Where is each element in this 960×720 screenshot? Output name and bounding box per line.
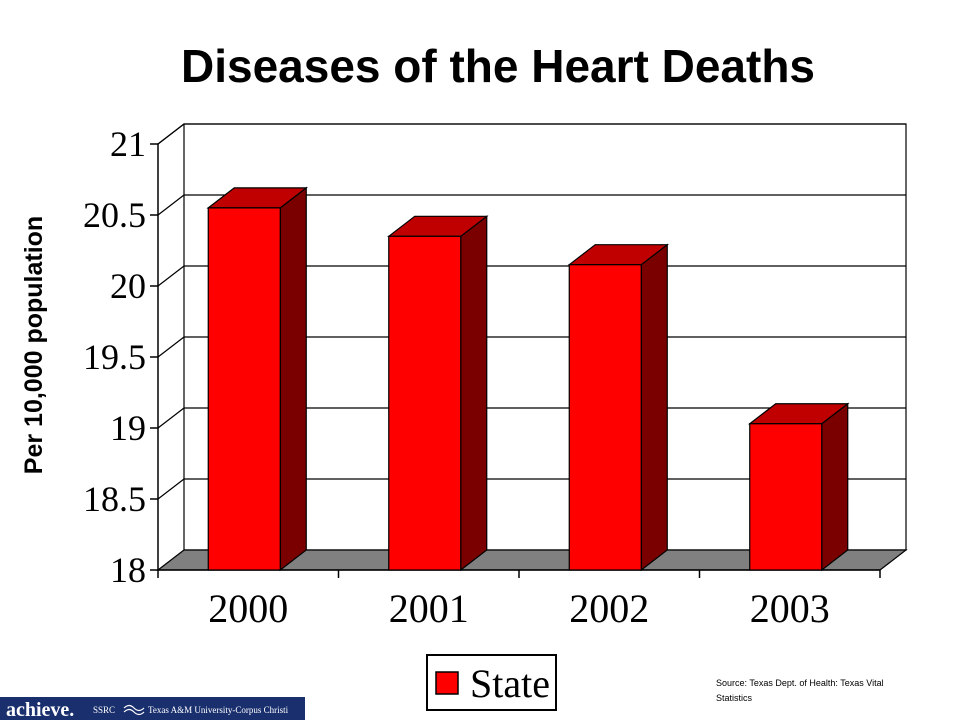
x-tick-label-2001: 2001 <box>389 586 469 631</box>
bar-front <box>749 423 823 571</box>
logo-ssrc: SSRC <box>93 705 115 715</box>
bar-front <box>207 207 281 571</box>
y-axis-label: Per 10,000 population <box>20 216 48 474</box>
x-tick-label-2003: 2003 <box>750 586 830 631</box>
logo-wave-icon <box>123 704 145 716</box>
y-tick-label: 19.5 <box>83 337 146 377</box>
bar-side <box>821 402 849 572</box>
gridline <box>157 123 906 145</box>
y-tick-label: 20 <box>110 266 146 306</box>
bar-side <box>640 243 668 572</box>
bar-side <box>460 215 488 572</box>
y-tick-label: 19 <box>110 408 146 448</box>
bars <box>206 186 850 572</box>
x-tick-label-2002: 2002 <box>569 586 649 631</box>
x-tick-label-2000: 2000 <box>208 586 288 631</box>
bar-front <box>388 235 462 571</box>
x-tick-labels: 2000 2001 2002 2003 <box>208 586 830 631</box>
legend-label-state: State <box>470 661 550 706</box>
legend-swatch-state <box>435 671 459 695</box>
y-tick-label: 20.5 <box>83 195 146 235</box>
side-wall-edge <box>157 123 185 145</box>
logo-background <box>0 697 305 720</box>
y-tick-label: 18 <box>110 550 146 590</box>
bar-front <box>568 264 642 571</box>
bar-side <box>279 186 307 572</box>
logo-achieve: achieve. <box>6 699 74 720</box>
y-tick-label: 18.5 <box>83 479 146 519</box>
y-tick-label: 21 <box>110 124 146 164</box>
bar-2000 <box>206 186 309 572</box>
gridline <box>157 194 906 216</box>
source-line-2: Statistics <box>716 693 753 703</box>
y-tick-labels: 18 18.5 19 19.5 20 20.5 21 <box>83 124 146 590</box>
legend: State <box>426 654 557 711</box>
logo-university: Texas A&M University-Corpus Christi <box>148 705 289 715</box>
bar-2003 <box>747 402 850 572</box>
bar-2001 <box>386 215 489 572</box>
logo-banner: achieve. SSRC Texas A&M University-Corpu… <box>0 697 305 720</box>
bar-2002 <box>567 243 670 572</box>
chart-title: Diseases of the Heart Deaths <box>181 40 815 92</box>
source-line-1: Source: Texas Dept. of Health: Texas Vit… <box>716 678 884 688</box>
